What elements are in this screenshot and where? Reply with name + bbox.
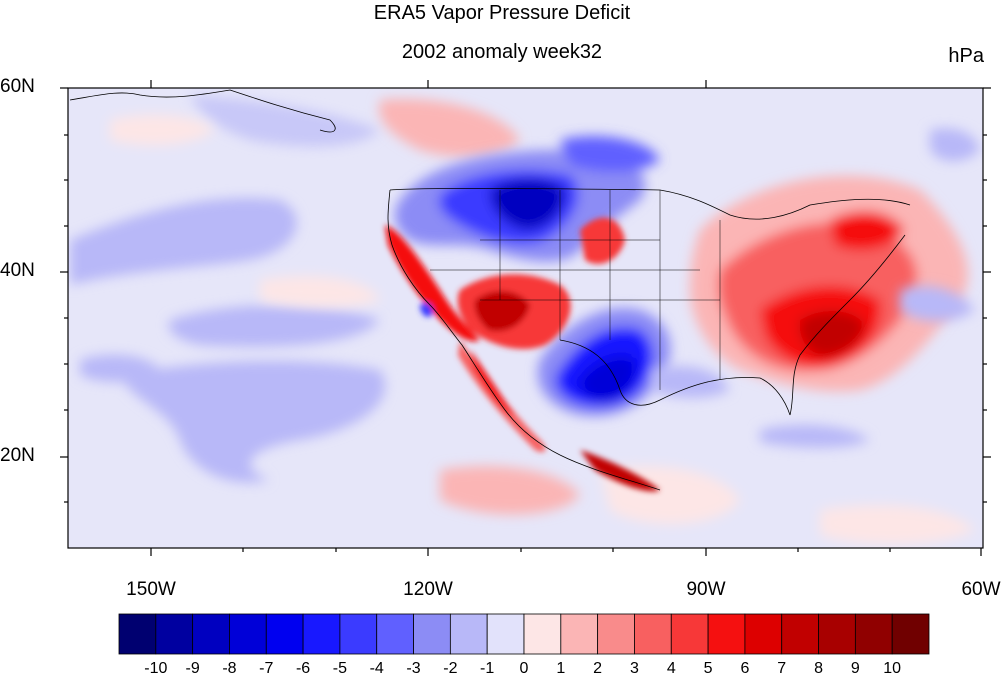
colorbar-tick-label: -2 [443, 660, 458, 677]
gulf-coastline [559, 339, 791, 416]
lon-label-150w: 150W [126, 579, 176, 600]
lon-label-60w: 60W [961, 579, 1001, 600]
colorbar-swatch [449, 613, 488, 655]
lat-label-40n: 40N [0, 260, 35, 281]
colorbar-swatch [634, 613, 672, 655]
colorbar-tick-label: -5 [332, 660, 348, 677]
colorbar [118, 613, 930, 655]
units-label: hPa [948, 45, 984, 67]
western-us-positive [385, 217, 660, 492]
map-title: ERA5 Vapor Pressure Deficit [373, 2, 631, 24]
lat-label-60n: 60N [0, 76, 35, 97]
anomaly-field [68, 88, 983, 548]
gulf-negative [650, 128, 980, 448]
colorbar-swatch [376, 613, 414, 655]
colorbar-tick-label: -1 [480, 660, 495, 677]
colorbar-tick-label: 7 [777, 660, 787, 677]
colorbar-tick-label: -9 [185, 660, 200, 677]
colorbar-swatch [891, 613, 930, 655]
colorbar-tick-label: -4 [369, 660, 384, 677]
colorbar-swatch [302, 613, 341, 655]
colorbar-swatch [486, 613, 525, 655]
colorbar-tick-label: 0 [519, 660, 529, 677]
colorbar-tick-label: -3 [406, 660, 421, 677]
colorbar-tick-label: 2 [593, 660, 603, 677]
pacific-negative-patches [70, 95, 386, 483]
coastlines-and-borders [69, 89, 911, 491]
colorbar-swatch [818, 613, 856, 655]
lon-label-120w: 120W [403, 579, 453, 600]
mexico-pacific-coast [559, 454, 661, 491]
colorbar-swatch [265, 613, 304, 655]
colorbar-swatch [744, 613, 783, 655]
colorbar-swatch [155, 613, 194, 655]
colorbar-swatch [339, 613, 378, 655]
eastern-us-positive [690, 175, 968, 392]
tick-marks [60, 80, 991, 556]
map-subtitle: 2002 anomaly week32 [401, 41, 603, 63]
colorbar-tick-label: 1 [556, 660, 566, 677]
colorbar-swatch [118, 613, 157, 655]
colorbar-tick-label: 8 [814, 660, 823, 677]
pacific-positive-patches [110, 99, 975, 545]
colorbar-swatch [854, 613, 893, 655]
colorbar-swatch [192, 613, 230, 655]
atlantic-coastline [789, 234, 906, 416]
lat-label-20n: 20N [0, 445, 35, 466]
colorbar-tick-label: 5 [703, 660, 713, 677]
colorbar-tick-label: -7 [259, 660, 274, 677]
alaska-coastline [69, 89, 336, 133]
pacific-coastline [387, 189, 561, 456]
colorbar-tick-label: -10 [144, 660, 168, 677]
colorbar-tick-label: 10 [883, 660, 902, 677]
colorbar-tick-label: 9 [850, 660, 860, 677]
colorbar-swatch [229, 613, 267, 655]
colorbar-swatch [413, 613, 451, 655]
colorbar-tick-label: -8 [222, 660, 237, 677]
colorbar-swatch [560, 613, 599, 655]
colorbar-tick-label: 3 [630, 660, 639, 677]
us-canada-border [389, 188, 911, 220]
colorbar-tick-label: 4 [666, 660, 676, 677]
state-borders [430, 190, 721, 390]
lon-label-90w: 90W [686, 579, 726, 600]
colorbar-swatch [670, 613, 709, 655]
colorbar-swatch [707, 613, 746, 655]
colorbar-swatch [523, 613, 562, 655]
colorbar-tick-label: 6 [740, 660, 750, 677]
colorbar-tick-label: -6 [295, 660, 311, 677]
colorbar-swatch [597, 613, 635, 655]
colorbar-swatch [781, 613, 819, 655]
